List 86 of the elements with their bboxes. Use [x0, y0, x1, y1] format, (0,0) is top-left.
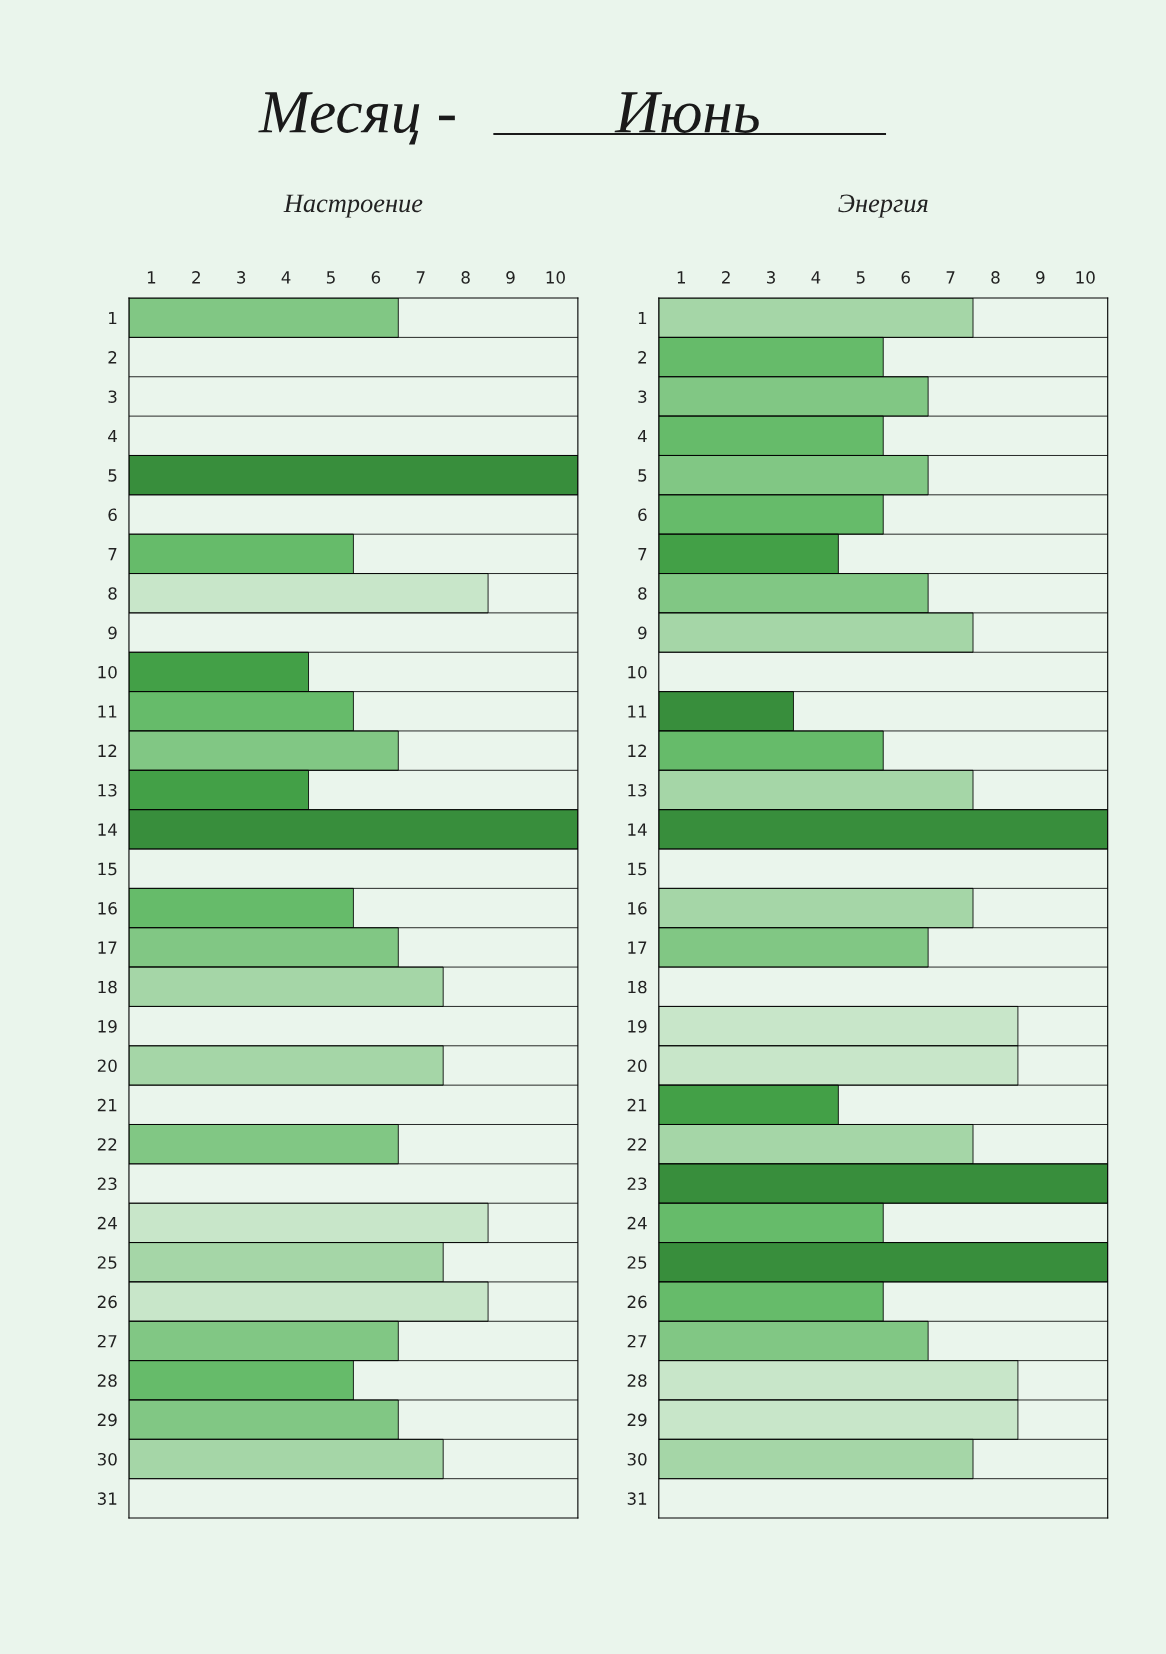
- x-tick-label: 3: [766, 271, 775, 284]
- y-tick-label: 5: [638, 469, 647, 482]
- y-tick-label: 26: [97, 1295, 117, 1309]
- y-tick-label: 30: [97, 1452, 117, 1466]
- y-tick-label: 24: [627, 1216, 647, 1230]
- y-tick-label: 24: [97, 1216, 117, 1230]
- y-tick-label: 11: [98, 705, 117, 718]
- y-tick-label: 1: [638, 311, 647, 325]
- y-tick-label: 18: [628, 980, 647, 994]
- y-tick-label: 20: [97, 1059, 117, 1073]
- y-tick-label: 6: [638, 508, 647, 522]
- y-tick-label: 10: [98, 665, 117, 679]
- x-tick-label: 7: [416, 271, 425, 284]
- x-tick-label: 2: [722, 271, 730, 284]
- y-tick-label: 9: [108, 626, 117, 640]
- y-tick-label: 30: [627, 1452, 647, 1466]
- y-tick-label: 29: [627, 1413, 647, 1427]
- x-tick-label: 9: [506, 271, 515, 284]
- y-tick-label: 31: [627, 1492, 647, 1505]
- x-tick-label: 8: [461, 271, 470, 284]
- y-tick-label: 7: [108, 548, 117, 561]
- x-tick-label: 6: [901, 271, 910, 284]
- y-tick-label: 9: [638, 626, 647, 640]
- x-tick-label: 1: [677, 271, 685, 284]
- y-tick-label: 12: [98, 744, 117, 757]
- y-tick-label: 25: [627, 1256, 647, 1269]
- y-tick-label: 16: [628, 902, 647, 915]
- y-tick-label: 31: [97, 1492, 117, 1505]
- y-tick-label: 1: [109, 311, 117, 325]
- y-tick-label: 8: [638, 587, 647, 600]
- y-tick-label: 23: [627, 1177, 647, 1191]
- x-tick-label: 5: [856, 271, 865, 284]
- y-tick-label: 2: [638, 351, 647, 364]
- y-tick-label: 28: [627, 1374, 647, 1387]
- y-tick-label: 28: [97, 1374, 117, 1387]
- y-tick-label: 22: [97, 1138, 117, 1151]
- text: Июнь: [614, 92, 759, 133]
- y-tick-label: 21: [627, 1098, 647, 1112]
- x-tick-label: 3: [237, 271, 246, 284]
- y-tick-label: 3: [638, 390, 647, 404]
- x-tick-label: 5: [326, 271, 335, 284]
- x-tick-label: 4: [281, 271, 291, 284]
- y-tick-label: 16: [98, 902, 117, 915]
- y-tick-label: 13: [98, 783, 117, 797]
- y-tick-label: 15: [628, 862, 647, 876]
- y-tick-label: 12: [628, 744, 647, 757]
- y-tick-label: 27: [627, 1334, 647, 1348]
- y-tick-label: 22: [627, 1138, 647, 1151]
- x-tick-label: 9: [1036, 271, 1045, 284]
- x-tick-label: 10: [1076, 271, 1095, 284]
- y-tick-label: 11: [628, 705, 647, 718]
- y-tick-label: 5: [108, 469, 117, 482]
- y-tick-label: 26: [627, 1295, 647, 1309]
- y-tick-label: 29: [97, 1413, 117, 1427]
- y-tick-label: 17: [628, 941, 647, 954]
- y-tick-label: 15: [98, 862, 117, 876]
- y-tick-label: 23: [97, 1177, 117, 1191]
- y-tick-label: 4: [108, 429, 117, 443]
- chart-title: Энергия: [838, 194, 928, 218]
- y-tick-label: 10: [628, 665, 647, 679]
- x-tick-label: 7: [946, 271, 955, 284]
- y-tick-label: 19: [98, 1020, 117, 1033]
- x-tick-label: 10: [546, 271, 565, 284]
- x-tick-label: 6: [371, 271, 381, 284]
- x-tick-label: 8: [991, 271, 1000, 284]
- x-tick-label: 4: [811, 271, 821, 284]
- x-tick-label: 1: [147, 271, 156, 284]
- y-tick-label: 20: [627, 1059, 647, 1073]
- y-tick-label: 2: [108, 351, 117, 364]
- y-tick-label: 13: [628, 783, 647, 797]
- y-tick-label: 17: [98, 941, 117, 954]
- y-tick-label: 25: [97, 1256, 117, 1269]
- y-tick-label: 19: [628, 1020, 647, 1033]
- y-tick-label: 21: [97, 1098, 117, 1112]
- y-tick-label: 18: [98, 980, 117, 994]
- y-tick-label: 8: [108, 587, 117, 600]
- y-tick-label: 14: [98, 823, 117, 836]
- y-tick-label: 3: [108, 390, 117, 404]
- y-tick-label: 14: [628, 823, 647, 836]
- y-tick-label: 7: [638, 548, 647, 561]
- text: Месяц -: [258, 92, 455, 145]
- y-tick-label: 4: [637, 429, 647, 443]
- y-tick-label: 6: [108, 508, 117, 522]
- y-tick-label: 27: [97, 1334, 117, 1348]
- x-tick-label: 2: [192, 271, 200, 284]
- chart-title: Настроение: [283, 194, 423, 218]
